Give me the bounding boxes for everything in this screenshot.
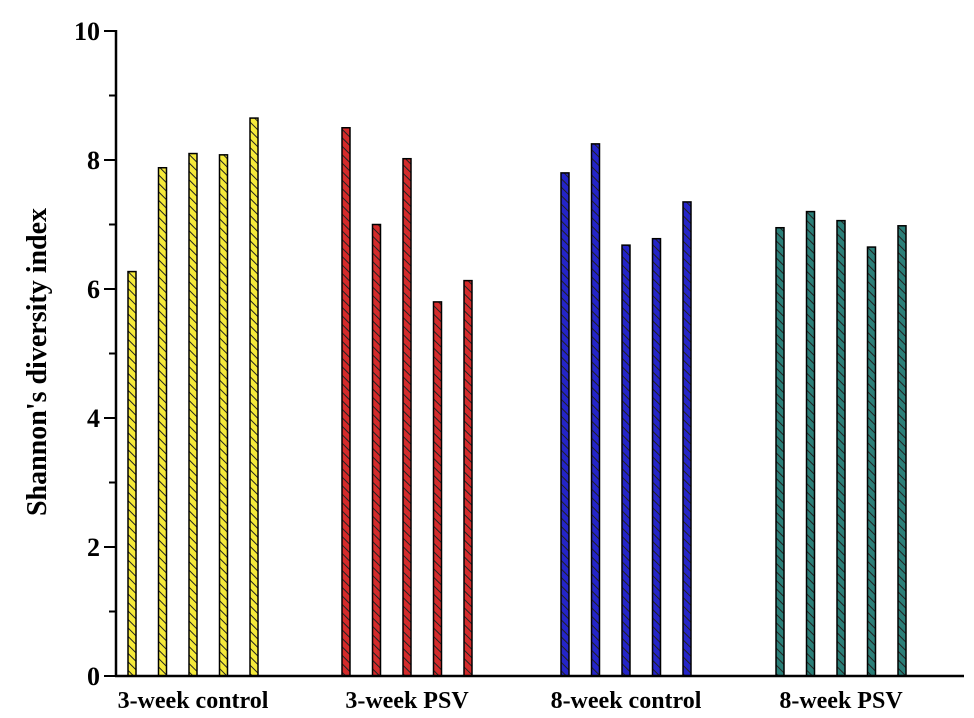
bar-3-2: [590, 143, 601, 677]
bar-2-5: [463, 279, 473, 677]
bars-layer: [127, 117, 907, 677]
bar-1-4: [218, 154, 229, 677]
bar-4-3: [836, 219, 846, 677]
bar-1-1: [127, 270, 137, 677]
y-tick-label: 6: [87, 275, 100, 304]
y-axis-title: Shannon's diversity index: [22, 208, 53, 516]
y-tick-label: 8: [87, 146, 100, 175]
bar-2-3: [402, 157, 412, 677]
axes-layer: 3-week control 3-week PSV 8-week control 8-…: [74, 17, 964, 714]
category-label: 8-week PSV: [779, 688, 903, 714]
bar-2-1: [341, 127, 351, 677]
bar-1-5: [249, 117, 259, 677]
y-tick-label: 2: [87, 533, 100, 562]
y-tick-label: 0: [87, 662, 100, 691]
category-label: 3-week PSV: [345, 688, 469, 714]
bar-3-3: [621, 244, 631, 677]
bar-2-2: [371, 223, 382, 677]
bar-1-2: [157, 166, 168, 677]
bar-1-3: [188, 152, 198, 677]
y-tick-label: 10: [74, 17, 100, 46]
bar-3-5: [682, 201, 692, 677]
bar-4-4: [866, 246, 877, 677]
category-label: 8-week control: [551, 688, 702, 714]
y-tick-label: 4: [87, 404, 100, 433]
category-label: 3-week control: [118, 688, 269, 714]
bar-2-4: [432, 301, 443, 677]
bar-4-1: [775, 226, 785, 677]
bar-3-1: [560, 172, 570, 677]
bar-4-5: [897, 225, 907, 677]
bar-4-2: [805, 210, 816, 677]
bar-3-4: [651, 237, 662, 677]
